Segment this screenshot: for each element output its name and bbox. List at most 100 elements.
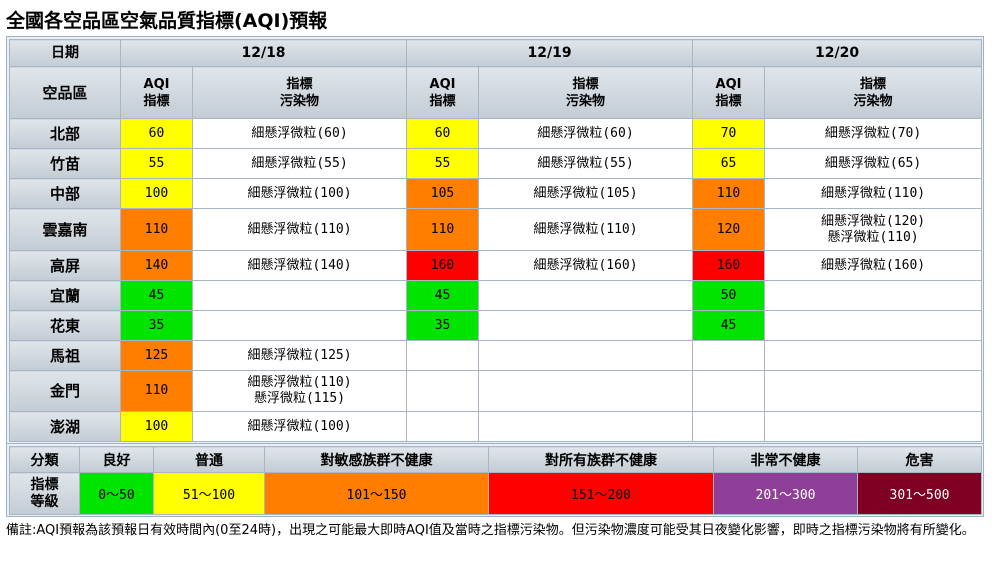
aqi-value: 45: [692, 310, 766, 341]
pollutant-cell: [478, 340, 694, 371]
pollutant-cell: 細懸浮微粒(100): [191, 411, 408, 442]
pollutant-header-1: 指標 污染物: [191, 66, 408, 119]
region-name: 北部: [9, 118, 121, 149]
aqi-value: 105: [406, 178, 480, 209]
table-row: 馬祖 125 細懸浮微粒(125): [9, 340, 983, 371]
table-row: 宜蘭 45 45 50: [9, 280, 983, 311]
aqi-value: 110: [406, 208, 480, 251]
pollutant-header-3: 指標 污染物: [764, 66, 983, 119]
pollutant-cell: [764, 411, 983, 442]
region-name: 澎湖: [9, 411, 121, 442]
aqi-value: 60: [120, 118, 193, 149]
pollutant-cell: 細懸浮微粒(65): [764, 148, 983, 179]
pollutant-text: 細懸浮微粒(110): [247, 375, 352, 390]
date-3: 12/20: [692, 39, 983, 67]
legend-range: 51～100: [153, 472, 265, 515]
aqi-value: 110: [120, 370, 193, 412]
aqi-value: 100: [120, 178, 193, 209]
table-row: 中部 100 細懸浮微粒(100) 105 細懸浮微粒(105) 110 細懸浮微粒(110…: [9, 178, 983, 209]
pollutant-cell: 細懸浮微粒(55): [478, 148, 694, 179]
pollutant-cell: 細懸浮微粒(160): [478, 250, 694, 281]
pollutant-text-secondary: 懸浮微粒(110): [827, 229, 919, 245]
region-name: 雲嘉南: [9, 208, 121, 251]
region-name: 花東: [9, 310, 121, 341]
pollutant-text: 細懸浮微粒(60): [251, 125, 348, 141]
pollutant-cell: 細懸浮微粒(125): [191, 340, 408, 371]
pollutant-text: 細懸浮微粒(100): [247, 185, 352, 201]
pollutant-text: 細懸浮微粒(160): [820, 257, 926, 273]
pollutant-cell: [478, 370, 694, 412]
date-1: 12/18: [119, 39, 408, 67]
aqi-value: 35: [120, 310, 193, 341]
region-label: 空品區: [9, 66, 121, 119]
pollutant-text: 細懸浮微粒(110): [533, 221, 638, 237]
aqi-value: [406, 370, 480, 412]
aqi-value: 140: [120, 250, 193, 281]
region-name: 馬祖: [9, 340, 121, 371]
aqi-value: 70: [692, 118, 766, 149]
pollutant-cell: 細懸浮微粒(110): [191, 208, 408, 251]
pollutant-cell: [764, 280, 983, 311]
aqi-value: 160: [692, 250, 766, 281]
pollutant-text: 細懸浮微粒(60): [537, 125, 634, 141]
pollutant-text-secondary: 懸浮微粒(115): [253, 391, 346, 406]
legend-level-name: 對所有族群不健康: [488, 446, 714, 473]
forecast-table: 日期 12/18 12/19 12/20 空品區 AQI 指標 指標 污染物 AQI…: [9, 39, 983, 442]
pollutant-cell: 細懸浮微粒(55): [191, 148, 408, 179]
pollutant-cell: 細懸浮微粒(110): [478, 208, 694, 251]
pollutant-text: 細懸浮微粒(125): [247, 347, 352, 363]
legend-range: 151～200: [488, 472, 714, 515]
footnote: 備註:AQI預報為該預報日有效時間內(0至24時)，出現之可能最大即時AQI值及…: [6, 523, 975, 538]
pollutant-text: 細懸浮微粒(110): [247, 221, 352, 237]
pollutant-text: 細懸浮微粒(55): [537, 155, 634, 171]
aqi-value: 35: [406, 310, 480, 341]
legend-level-name: 良好: [79, 446, 154, 473]
aqi-value: 110: [120, 208, 193, 251]
table-row: 澎湖 100 細懸浮微粒(100): [9, 411, 983, 442]
pollutant-cell: 細懸浮微粒(100): [191, 178, 408, 209]
table-row: 竹苗 55 細懸浮微粒(55) 55 細懸浮微粒(55) 65 細懸浮微粒(65): [9, 148, 983, 179]
pollutant-cell: 細懸浮微粒(70): [764, 118, 983, 149]
column-header-row: 空品區 AQI 指標 指標 污染物 AQI 指標 指標 污染物 AQI 指標 指標 污染物: [9, 66, 983, 119]
table-row: 高屏 140 細懸浮微粒(140) 160 細懸浮微粒(160) 160 細懸浮微粒(160…: [9, 250, 983, 281]
page-title: 全國各空品區空氣品質指標(AQI)預報: [6, 10, 328, 32]
pollutant-cell: 細懸浮微粒(110): [764, 178, 983, 209]
pollutant-cell: 細懸浮微粒(160): [764, 250, 983, 281]
aqi-header-3: AQI 指標: [692, 66, 766, 119]
pollutant-text: 細懸浮微粒(140): [247, 257, 352, 273]
table-row: 北部 60 細懸浮微粒(60) 60 細懸浮微粒(60) 70 細懸浮微粒(70): [9, 118, 983, 149]
pollutant-cell: [478, 411, 694, 442]
pollutant-cell: 細懸浮微粒(120) 懸浮微粒(110): [764, 208, 983, 251]
pollutant-cell: 細懸浮微粒(105): [478, 178, 694, 209]
legend-index-label: 指標 等級: [9, 472, 80, 515]
legend-range: 101～150: [264, 472, 489, 515]
aqi-value: 65: [692, 148, 766, 179]
aqi-value: 160: [406, 250, 480, 281]
pollutant-cell: [478, 310, 694, 341]
legend-level-name: 非常不健康: [713, 446, 858, 473]
aqi-value: [692, 370, 766, 412]
pollutant-cell: [764, 370, 983, 412]
aqi-value: [406, 411, 480, 442]
aqi-value: [406, 340, 480, 371]
aqi-value: 100: [120, 411, 193, 442]
aqi-value: [692, 340, 766, 371]
pollutant-text: 細懸浮微粒(105): [533, 185, 638, 201]
pollutant-text: 細懸浮微粒(70): [824, 125, 922, 141]
aqi-value: 45: [406, 280, 480, 311]
aqi-value: 125: [120, 340, 193, 371]
aqi-header-2: AQI 指標: [406, 66, 480, 119]
pollutant-text: 細懸浮微粒(110): [820, 185, 926, 201]
aqi-legend: 分類 良好 普通 對敏感族群不健康 對所有族群不健康 非常不健康 危害 指標 等級…: [9, 446, 982, 515]
date-header-row: 日期 12/18 12/19 12/20: [9, 39, 983, 67]
pollutant-text: 細懸浮微粒(120): [820, 213, 926, 229]
pollutant-cell: 細懸浮微粒(140): [191, 250, 408, 281]
table-row: 金門 110 細懸浮微粒(110) 懸浮微粒(115): [9, 370, 983, 412]
pollutant-cell: 細懸浮微粒(60): [478, 118, 694, 149]
pollutant-cell: [764, 310, 983, 341]
legend-range: 201～300: [713, 472, 858, 515]
aqi-value: 50: [692, 280, 766, 311]
pollutant-text: 細懸浮微粒(55): [251, 155, 348, 171]
aqi-header-1: AQI 指標: [120, 66, 193, 119]
region-name: 竹苗: [9, 148, 121, 179]
